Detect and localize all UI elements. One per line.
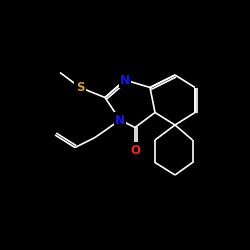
Text: N: N — [115, 114, 125, 126]
Text: O: O — [130, 144, 140, 156]
Text: N: N — [120, 74, 130, 86]
Text: S: S — [76, 81, 84, 94]
